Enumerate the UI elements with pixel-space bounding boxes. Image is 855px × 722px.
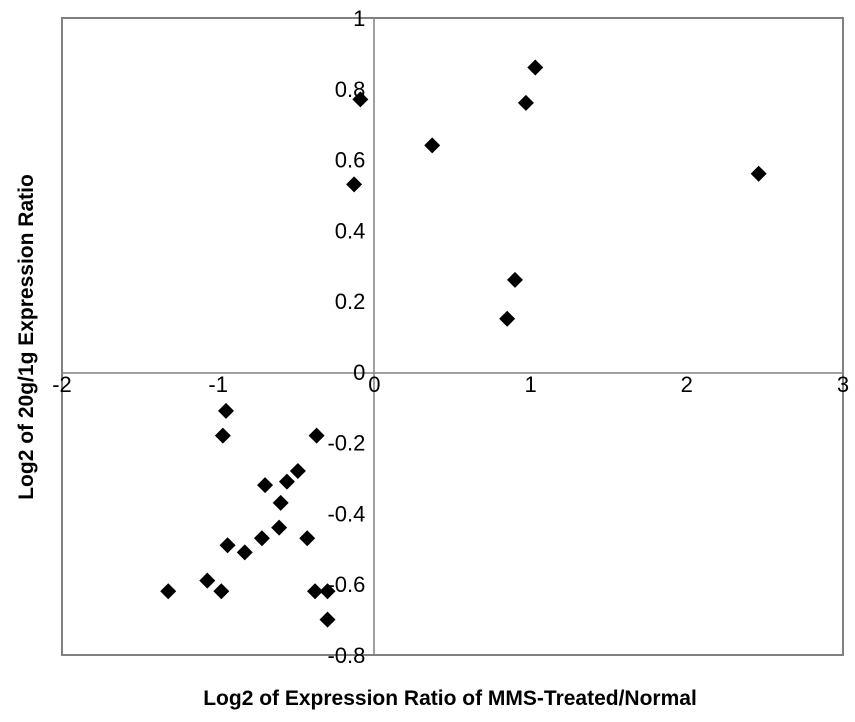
x-tick-label: -1	[208, 372, 228, 397]
x-tick-label: 2	[681, 372, 693, 397]
data-point	[236, 544, 253, 561]
y-tick-label: -0.4	[327, 501, 365, 526]
data-point	[213, 583, 230, 600]
y-tick-label: 0.6	[335, 148, 366, 173]
data-point	[319, 611, 336, 628]
data-point	[307, 583, 324, 600]
data-points	[160, 59, 767, 628]
data-point	[346, 176, 363, 193]
data-point	[499, 310, 516, 327]
data-point	[308, 427, 325, 444]
x-tick-label: -2	[52, 372, 72, 397]
data-point	[506, 271, 523, 288]
y-tick-label: -0.6	[327, 572, 365, 597]
data-point	[319, 583, 336, 600]
y-tick-label: 1	[353, 6, 365, 31]
data-point	[253, 530, 270, 547]
x-tick-label: 1	[524, 372, 536, 397]
data-point	[750, 165, 767, 182]
y-tick-label: -0.8	[327, 643, 365, 668]
data-point	[278, 473, 295, 490]
plot-area-frame	[61, 17, 844, 656]
y-tick-labels: -0.8-0.6-0.4-0.200.20.40.60.81	[327, 6, 365, 668]
y-tick-label: 0.2	[335, 289, 366, 314]
x-axis-title: Log2 of Expression Ratio of MMS-Treated/…	[203, 687, 697, 710]
x-tick-labels: -2 -1 0 1 2 3	[52, 372, 849, 397]
data-point	[271, 519, 288, 536]
data-point	[527, 59, 544, 76]
data-point	[299, 530, 316, 547]
y-tick-label: -0.2	[327, 431, 365, 456]
data-point	[160, 583, 177, 600]
data-point	[214, 427, 231, 444]
y-tick-label: 0	[353, 360, 365, 385]
y-tick-label: 0.4	[335, 218, 366, 243]
data-point	[199, 572, 216, 589]
data-point	[218, 402, 235, 419]
data-point	[289, 462, 306, 479]
data-point	[272, 494, 289, 511]
data-point	[257, 477, 274, 494]
data-point	[219, 537, 236, 554]
data-point	[517, 94, 534, 111]
y-axis-title: Log2 of 20g/1g Expression Ratio	[15, 174, 38, 500]
data-point	[352, 91, 369, 108]
x-tick-label: 3	[837, 372, 849, 397]
x-tick-label: 0	[368, 372, 380, 397]
data-point	[424, 137, 441, 154]
